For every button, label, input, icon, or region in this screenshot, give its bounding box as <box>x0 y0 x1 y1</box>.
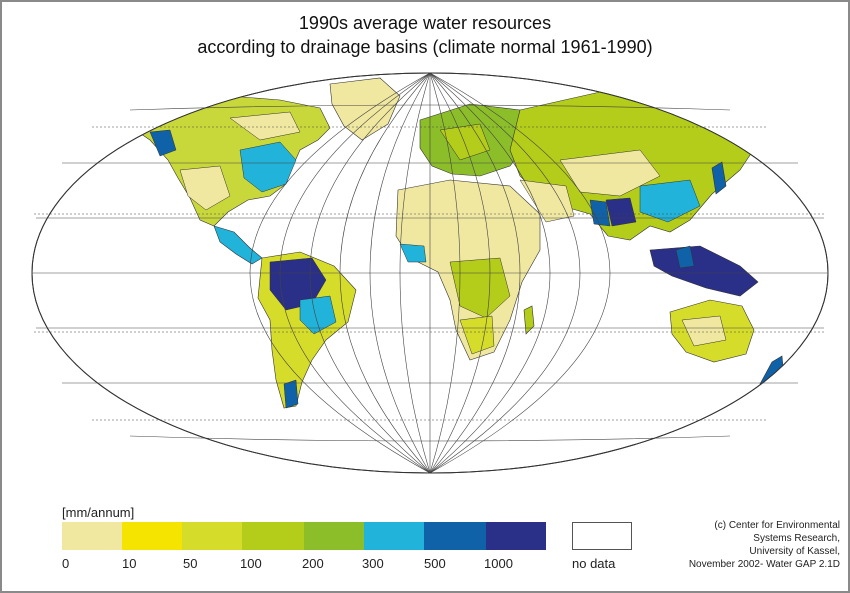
legend-tick-5: 300 <box>362 556 384 571</box>
legend-tick-4: 200 <box>302 556 324 571</box>
graticule-meridians <box>249 72 611 474</box>
credit-line-3: University of Kassel, <box>749 546 840 557</box>
map-title-line1: 1990s average water resources <box>298 13 552 33</box>
legend-swatch-3 <box>242 522 304 550</box>
madagascar <box>523 305 535 335</box>
legend-swatch-6 <box>424 522 486 550</box>
legend-swatch-1 <box>122 522 182 550</box>
credit-line-1: (c) Center for Environmental <box>714 520 840 531</box>
legend-tick-2: 50 <box>183 556 198 571</box>
southeast-asia-islands <box>649 245 759 297</box>
legend-no-data-swatch <box>572 522 632 550</box>
legend-tick-3: 100 <box>240 556 262 571</box>
legend-swatch-2 <box>182 522 242 550</box>
map-title-line2: according to drainage basins (climate no… <box>197 37 653 57</box>
legend-swatch-5 <box>364 522 424 550</box>
credit-line-4: November 2002- Water GAP 2.1D <box>688 559 840 570</box>
legend-unit: [mm/annum] <box>62 505 135 520</box>
credit-line-2: Systems Research, <box>753 533 840 544</box>
legend-swatch-7 <box>486 522 546 550</box>
japan <box>711 161 727 195</box>
continents <box>127 77 785 409</box>
central-america <box>213 225 263 265</box>
greenland <box>329 77 401 141</box>
legend-no-data-label: no data <box>572 556 616 571</box>
legend-swatch-4 <box>304 522 364 550</box>
credit-block: (c) Center for Environmental Systems Res… <box>689 519 840 571</box>
legend-tick-7: 1000 <box>484 556 513 571</box>
legend-tick-0: 0 <box>62 556 70 571</box>
legend-tick-1: 10 <box>122 556 137 571</box>
legend-swatch-0 <box>62 522 122 550</box>
legend-tick-6: 500 <box>424 556 446 571</box>
